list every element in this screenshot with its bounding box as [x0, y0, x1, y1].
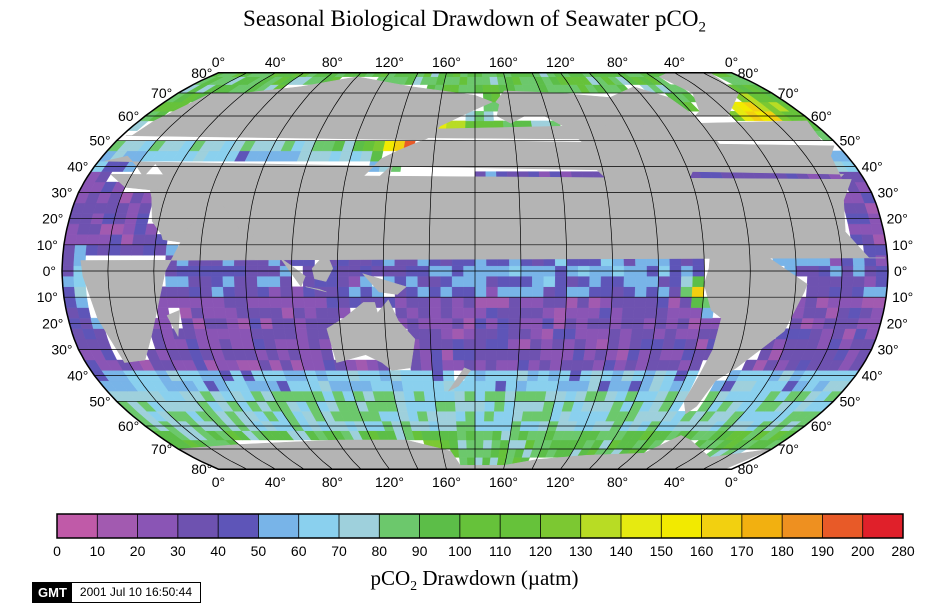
gmt-logo: GMT	[33, 583, 72, 602]
colorbar-tick-label: 90	[412, 543, 428, 559]
colorbar-swatch	[701, 514, 743, 538]
colorbar-tick-label: 150	[650, 543, 674, 559]
colorbar-swatch	[177, 514, 219, 538]
colorbar-tick-label: 0	[53, 543, 61, 559]
colorbar-tick-label: 140	[609, 543, 633, 559]
colorbar-swatch	[782, 514, 823, 538]
colorbar-tick-label: 20	[130, 543, 146, 559]
colorbar-tick-label: 100	[448, 543, 472, 559]
colorbar-tick-label: 130	[569, 543, 593, 559]
colorbar-tick-label: 60	[291, 543, 307, 559]
colorbar-swatch	[862, 514, 904, 538]
colorbar-swatch	[57, 514, 98, 538]
colorbar-tick-label: 30	[170, 543, 186, 559]
colorbar-tick-label: 160	[690, 543, 714, 559]
colorbar-tick-label: 120	[529, 543, 553, 559]
colorbar-swatch	[218, 514, 259, 538]
colorbar-swatch	[137, 514, 179, 538]
colorbar-tick-label: 40	[210, 543, 226, 559]
colorbar-tick-label: 80	[371, 543, 387, 559]
colorbar-swatch	[500, 514, 541, 538]
colorbar-swatch	[580, 514, 622, 538]
colorbar-tick-label: 280	[891, 543, 915, 559]
colorbar-tick-label: 170	[730, 543, 754, 559]
colorbar-swatch	[379, 514, 421, 538]
colorbar-tick-label: 180	[770, 543, 794, 559]
colorbar-swatch	[298, 514, 340, 538]
gmt-timestamp: GMT 2001 Jul 10 16:50:44	[32, 582, 201, 603]
timestamp-date: 2001 Jul 10 16:50:44	[71, 583, 200, 602]
colorbar-swatch	[621, 514, 662, 538]
colorbar-swatch	[419, 514, 461, 538]
colorbar-tick-label: 190	[811, 543, 835, 559]
colorbar-swatch	[459, 514, 501, 538]
map-title: Seasonal Biological Drawdown of Seawater…	[243, 6, 706, 36]
colorbar-tick-label: 50	[251, 543, 267, 559]
colorbar-swatch	[97, 514, 139, 538]
colorbar-tick-label: 200	[851, 543, 875, 559]
colorbar-tick-label: 110	[489, 543, 512, 559]
colorbar-tick-label: 10	[89, 543, 105, 559]
colorbar-swatch	[258, 514, 300, 538]
colorbar-swatch	[822, 514, 864, 538]
colorbar-swatch	[661, 514, 703, 538]
colorbar-swatch	[741, 514, 783, 538]
colorbar-swatch	[540, 514, 582, 538]
colorbar-tick-label: 70	[331, 543, 347, 559]
colorbar-swatch	[339, 514, 380, 538]
